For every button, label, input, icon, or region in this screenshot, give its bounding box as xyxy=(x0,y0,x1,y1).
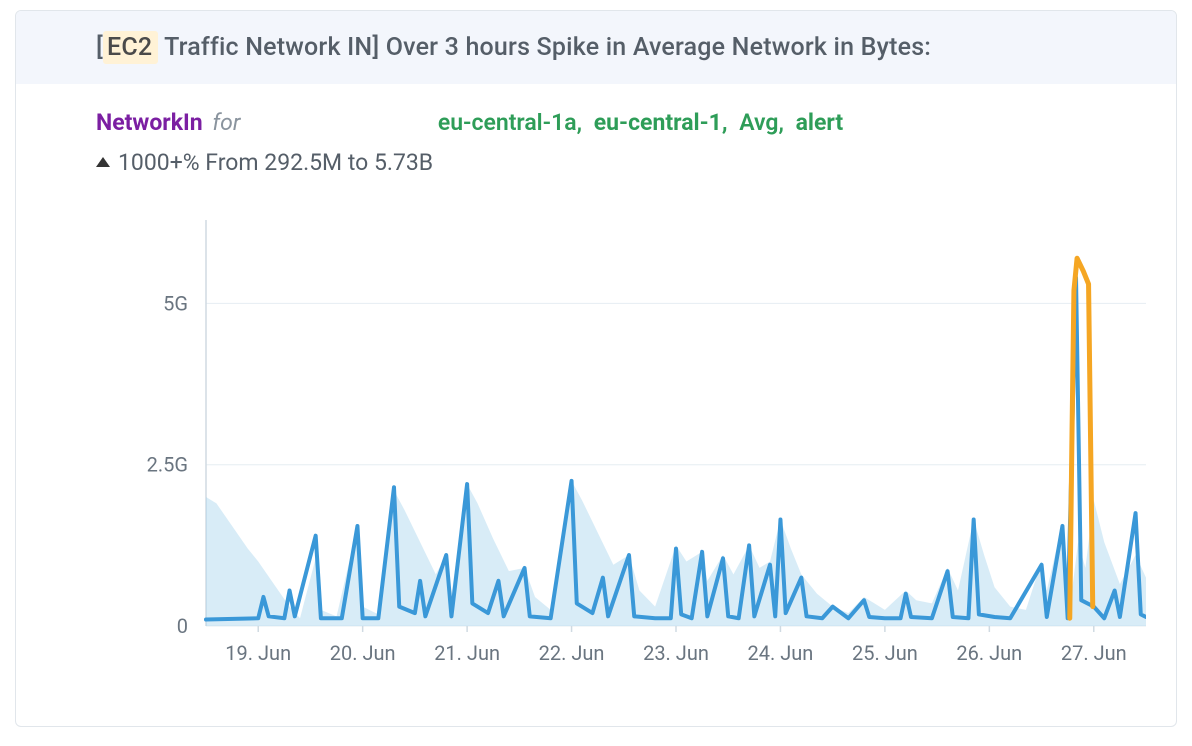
x-axis-tick-label: 23. Jun xyxy=(643,641,709,665)
x-axis-tick-label: 20. Jun xyxy=(330,641,396,665)
title-tail: Over 3 hours Spike in Average Network in… xyxy=(379,33,931,62)
x-axis-tick-label: 19. Jun xyxy=(225,641,291,665)
metric-tag: alert xyxy=(796,109,844,136)
x-axis-tick-label: 27. Jun xyxy=(1061,641,1127,665)
alert-subhead: NetworkIn for eu-central-1a, eu-central-… xyxy=(16,84,1176,145)
delta-text: 1000+% From 292.5M to 5.73B xyxy=(118,149,433,176)
metric-tag: eu-central-1a, xyxy=(438,109,582,136)
x-axis-tick-label: 21. Jun xyxy=(434,641,500,665)
title-ec2-tag: EC2 xyxy=(103,31,158,64)
metric-tag: Avg, xyxy=(739,109,784,136)
series-line-main xyxy=(206,277,1146,619)
y-axis-tick-label: 2.5G xyxy=(147,452,188,476)
alert-card: [EC2 Traffic Network IN] Over 3 hours Sp… xyxy=(15,10,1177,727)
chart-container: 0 2.5G 5G 19. Jun 20. Jun 21. Jun 22. Jun 23. J… xyxy=(16,186,1176,726)
title-bracket-rest: Traffic Network IN] xyxy=(158,33,379,62)
y-axis-tick-label: 5G xyxy=(163,291,188,315)
delta-row: 1000+% From 292.5M to 5.73B xyxy=(16,145,1176,186)
metric-tag: eu-central-1, xyxy=(594,109,728,136)
x-axis-tick-label: 22. Jun xyxy=(539,641,605,665)
metric-name: NetworkIn xyxy=(96,109,203,136)
x-axis-tick-label: 26. Jun xyxy=(956,641,1022,665)
x-axis-tick-label: 25. Jun xyxy=(852,641,918,665)
arrow-up-icon xyxy=(96,157,110,167)
networkin-chart: 0 2.5G 5G 19. Jun 20. Jun 21. Jun 22. Jun 23. J… xyxy=(96,196,1146,696)
y-axis-tick-label: 0 xyxy=(177,614,188,638)
title-bracket-open: [ xyxy=(96,33,103,62)
x-axis-tick-label: 24. Jun xyxy=(748,641,814,665)
for-label: for xyxy=(212,109,240,136)
alert-title-bar: [EC2 Traffic Network IN] Over 3 hours Sp… xyxy=(16,11,1176,84)
